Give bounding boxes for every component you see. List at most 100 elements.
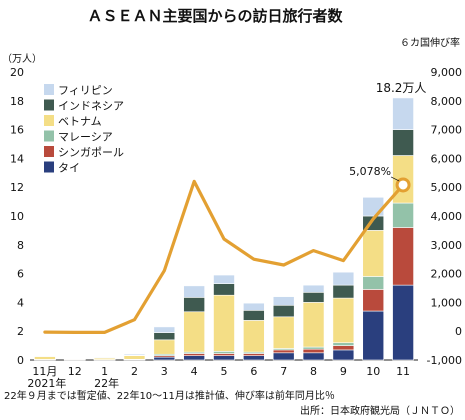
bar-segment — [302, 352, 325, 361]
bar-segment — [272, 296, 295, 306]
legend-swatch — [44, 161, 54, 173]
bar-segment — [362, 230, 385, 277]
growth-annotation-leader — [390, 176, 400, 182]
bar-segment — [183, 285, 205, 298]
bar-segment — [302, 284, 325, 293]
bar-segment — [183, 355, 205, 361]
x-tick-label: 9 — [340, 365, 347, 378]
bar-segment — [123, 355, 146, 360]
bar-segment — [213, 351, 235, 354]
bar-segment — [392, 227, 414, 286]
bar-segment — [332, 271, 355, 286]
bar-segment — [213, 355, 235, 361]
bar-segment — [272, 349, 295, 354]
bar-segment — [213, 353, 235, 356]
x-tick-label: 7 — [280, 365, 287, 378]
legend-label: フィリピン — [58, 84, 113, 97]
bar-segment — [332, 297, 355, 344]
right-tick-label: 9,000 — [431, 66, 463, 79]
right-tick-label: 0 — [455, 325, 462, 338]
bar-segment — [302, 302, 325, 348]
bar-segment — [392, 202, 414, 228]
left-tick-label: 18 — [10, 95, 24, 108]
legend-label: インドネシア — [58, 100, 124, 113]
left-tick-label: 14 — [10, 152, 24, 165]
x-tick-label: 8 — [310, 365, 317, 378]
total-annotation: 18.2万人 — [376, 81, 427, 95]
bar-segment — [93, 356, 116, 359]
right-tick-label: 6,000 — [431, 152, 463, 165]
bar-segment — [243, 355, 265, 361]
bar-segment — [183, 311, 205, 353]
x-tick-label: 4 — [191, 365, 198, 378]
bar-segment — [213, 294, 235, 352]
right-tick-label: 1,000 — [431, 296, 463, 309]
bar-segment — [183, 353, 205, 356]
bar-segment — [34, 355, 56, 357]
plot-area: 02468101214161820-1,00001,0002,0003,0004… — [10, 66, 462, 390]
bar-segment — [362, 289, 385, 312]
left-tick-label: 4 — [17, 296, 24, 309]
footnote: 22年９月までは暫定値、22年10～11月は推計値、伸び率は前年同月比％ — [4, 389, 335, 402]
right-tick-label: 4,000 — [431, 210, 463, 223]
bar-segment — [213, 283, 235, 296]
bar-segment — [362, 196, 385, 217]
bar-segment — [272, 316, 295, 349]
legend-swatch — [44, 130, 54, 142]
x-tick-sublabel: 2021年 — [27, 376, 66, 390]
bar-segment — [302, 348, 325, 354]
legend-label: ベトナム — [58, 115, 102, 128]
x-tick-label: 2 — [131, 365, 138, 378]
legend-swatch — [44, 99, 54, 111]
source-note: 出所：日本政府観光局（ＪＮＴＯ） — [300, 404, 460, 417]
x-tick-label: 11 — [396, 365, 410, 378]
left-axis-unit: （万人） — [2, 53, 42, 65]
bar-segment — [362, 310, 385, 361]
right-tick-label: 3,000 — [431, 239, 463, 252]
left-tick-label: 0 — [17, 354, 24, 367]
bar-segment — [272, 352, 295, 361]
bar-segment — [332, 349, 355, 361]
bar-segment — [243, 353, 265, 356]
right-tick-label: 2,000 — [431, 268, 463, 281]
left-tick-label: 2 — [17, 325, 24, 338]
left-tick-label: 6 — [17, 268, 24, 281]
bar-segment — [392, 129, 414, 156]
right-tick-label: -1,000 — [427, 354, 462, 367]
x-tick-label: 6 — [250, 365, 257, 378]
growth-annotation: 5,078% — [349, 165, 391, 178]
x-tick-label: 1 — [101, 365, 108, 378]
bar-segment — [153, 339, 176, 355]
growth-latest-point — [395, 177, 411, 193]
bar-segment — [332, 284, 355, 299]
right-tick-label: 8,000 — [431, 95, 463, 108]
bar-segment — [332, 345, 355, 351]
left-tick-label: 16 — [10, 124, 24, 137]
x-tick-label: 3 — [161, 365, 168, 378]
growth-line — [43, 179, 405, 334]
x-tick-label: 12 — [68, 365, 82, 378]
bar-segment — [302, 346, 325, 350]
bar-segment — [302, 292, 325, 303]
bar-segment — [153, 356, 176, 361]
x-tick-sublabel: 22年 — [94, 376, 119, 390]
bar-segment — [34, 356, 56, 360]
left-tick-label: 12 — [10, 181, 24, 194]
x-tick-label: 10 — [366, 365, 380, 378]
bar-segment — [183, 297, 205, 313]
left-tick-label: 8 — [17, 239, 24, 252]
bar-segment — [243, 310, 265, 321]
right-axis-title: ６カ国伸び率 — [400, 36, 460, 49]
legend-label: タイ — [58, 162, 80, 175]
left-tick-label: 10 — [10, 210, 24, 223]
bar-segment — [243, 302, 265, 311]
bar-segment — [243, 320, 265, 353]
bar-segment — [153, 332, 176, 341]
legend-swatch — [44, 115, 54, 126]
bar-segment — [123, 353, 146, 356]
bar-segment — [392, 284, 414, 361]
legend-swatch — [44, 146, 54, 157]
right-tick-label: 5,000 — [431, 181, 463, 194]
